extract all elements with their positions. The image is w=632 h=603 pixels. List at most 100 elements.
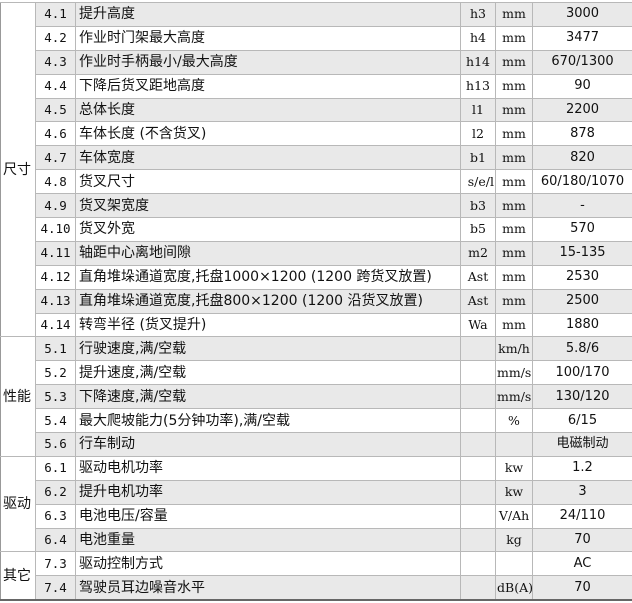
symbol-cell [460,408,496,434]
no-cell: 4.8 [35,169,76,195]
symbol-cell [460,479,496,505]
table-row: 5.2 提升速度,满/空载 mm/s 100/170 [1,360,632,386]
desc-cell: 货叉外宽 [75,217,461,242]
unit-cell: dB(A) [495,575,533,601]
unit-cell: mm [495,73,533,99]
table-row: 性能 5.1 行驶速度,满/空载 km/h 5.8/6 [0,336,632,457]
value-cell: 570 [532,217,632,242]
desc-cell: 电池电压/容量 [75,503,461,529]
no-cell: 4.2 [35,25,76,51]
no-cell: 4.14 [35,312,76,338]
no-cell: 4.11 [35,240,76,266]
no-cell: 4.6 [35,121,76,147]
symbol-cell [460,432,496,457]
desc-cell: 作业时门架最大高度 [75,25,461,51]
unit-cell: mm [495,193,533,219]
table-row: 4.7 车体宽度 b1 mm 820 [1,145,632,171]
desc-cell: 车体宽度 [75,145,461,171]
unit-cell: kg [495,527,533,553]
table-row: 4.6 车体长度 (不含货叉) l2 mm 878 [1,121,632,147]
desc-cell: 货叉尺寸 [75,169,461,195]
table-row: 4.2 作业时门架最大高度 h4 mm 3477 [1,25,632,51]
no-cell: 4.1 [35,2,76,27]
desc-cell: 作业时手柄最小/最大高度 [75,49,461,75]
table-row: 5.3 下降速度,满/空载 mm/s 130/120 [1,384,632,410]
table-row: 尺寸 4.1 提升高度 h3 mm 3000 [0,1,632,338]
symbol-cell: s/e/l [460,169,496,195]
value-cell: 6/15 [532,408,632,434]
unit-cell: mm/s [495,360,533,386]
desc-cell: 总体长度 [75,97,461,123]
category-cell: 性能 [0,336,36,457]
desc-cell: 提升电机功率 [75,479,461,505]
value-cell: 878 [532,121,632,147]
no-cell: 4.12 [35,264,76,290]
desc-cell: 电池重量 [75,527,461,553]
value-cell: 3477 [532,25,632,51]
value-cell: 3000 [532,2,632,27]
symbol-cell: h3 [460,2,496,27]
symbol-cell: l1 [460,97,496,123]
no-cell: 5.1 [35,336,76,362]
value-cell: - [532,193,632,219]
desc-cell: 行车制动 [75,432,461,457]
symbol-cell [460,455,496,481]
value-cell: 5.8/6 [532,336,632,362]
no-cell: 6.4 [35,527,76,553]
no-cell: 5.4 [35,408,76,434]
unit-cell: mm [495,312,533,338]
table-row: 4.8 货叉尺寸 s/e/l mm 60/180/1070 [1,169,632,195]
desc-cell: 直角堆垛通道宽度,托盘800×1200 (1200 沿货叉放置) [75,288,461,314]
symbol-cell [460,384,496,410]
desc-cell: 驱动电机功率 [75,455,461,481]
category-cell: 驱动 [0,455,36,553]
desc-cell: 下降速度,满/空载 [75,384,461,410]
value-cell: 670/1300 [532,49,632,75]
symbol-cell: Wa [460,312,496,338]
category-cell: 其它 [0,551,36,601]
value-cell: 100/170 [532,360,632,386]
symbol-cell: b3 [460,193,496,219]
symbol-cell [460,527,496,553]
value-cell: 15-135 [532,240,632,266]
category-cell: 尺寸 [0,1,36,338]
desc-cell: 行驶速度,满/空载 [75,336,461,362]
value-cell: 2200 [532,97,632,123]
table-row: 4.14 转弯半径 (货叉提升) Wa mm 1880 [1,312,632,338]
unit-cell: mm/s [495,384,533,410]
no-cell: 5.6 [35,432,76,457]
table-row: 6.2 提升电机功率 kw 3 [1,479,632,505]
desc-cell: 驱动控制方式 [75,551,461,577]
symbol-cell [460,575,496,601]
no-cell: 5.3 [35,384,76,410]
no-cell: 6.2 [35,479,76,505]
unit-cell: mm [495,240,533,266]
table-row: 其它 7.3 驱动控制方式 AC [0,551,632,601]
no-cell: 6.1 [35,455,76,481]
table-row: 6.3 电池电压/容量 V/Ah 24/110 [1,503,632,529]
table-row: 6.4 电池重量 kg 70 [1,527,632,553]
unit-cell: mm [495,145,533,171]
unit-cell: mm [495,288,533,314]
value-cell: 1.2 [532,455,632,481]
value-cell: 60/180/1070 [532,169,632,195]
unit-cell: % [495,408,533,434]
unit-cell [495,432,533,457]
value-cell: 1880 [532,312,632,338]
table-row: 4.13 直角堆垛通道宽度,托盘800×1200 (1200 沿货叉放置) Ast m… [1,288,632,314]
no-cell: 4.9 [35,193,76,219]
symbol-cell: b5 [460,217,496,242]
desc-cell: 直角堆垛通道宽度,托盘1000×1200 (1200 跨货叉放置) [75,264,461,290]
no-cell: 6.3 [35,503,76,529]
desc-cell: 驾驶员耳边噪音水平 [75,575,461,601]
desc-cell: 下降后货叉距地高度 [75,73,461,99]
unit-cell: mm [495,49,533,75]
value-cell: 70 [532,575,632,601]
unit-cell: mm [495,169,533,195]
symbol-cell [460,336,496,362]
value-cell: 2500 [532,288,632,314]
value-cell: 3 [532,479,632,505]
unit-cell: mm [495,97,533,123]
table-row: 7.4 驾驶员耳边噪音水平 dB(A) 70 [1,575,632,601]
